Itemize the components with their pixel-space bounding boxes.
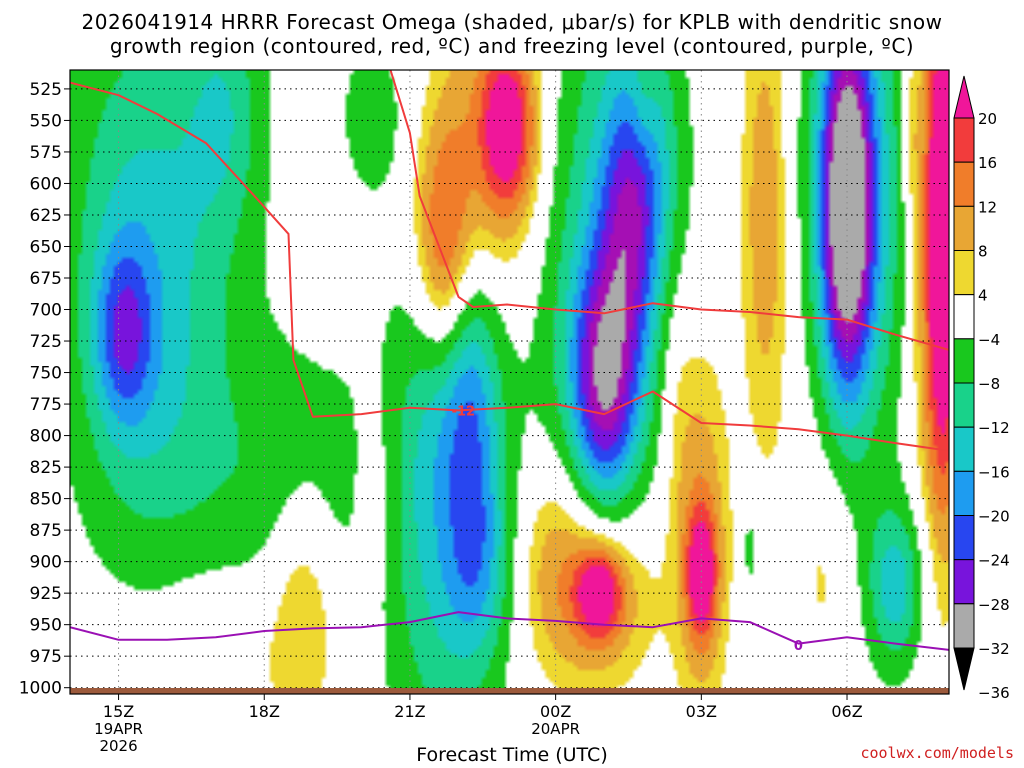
plot-frame <box>69 69 950 695</box>
colorbar-label: 4 <box>978 287 988 305</box>
colorbar-legend: 20 16 12 8 4 −4 −8 −12 −16 −20 −24 −28 −32 −36 <box>953 75 1010 702</box>
x-tick-label-00Z: 00Z <box>540 702 571 721</box>
y-tick-label-800: 800 <box>30 427 62 447</box>
colorbar-segment-lowest <box>953 603 975 649</box>
colorbar-segment <box>953 338 975 384</box>
colorbar-segment <box>953 250 975 296</box>
omega-shaded-field <box>70 70 949 694</box>
x-tick-label-21Z: 21Z <box>394 702 425 721</box>
x-axis-title: Forecast Time (UTC) <box>416 744 608 766</box>
y-tick-label-625: 625 <box>30 206 62 226</box>
y-tick-label-575: 575 <box>30 143 62 163</box>
dgz-minus12-contour <box>70 81 949 452</box>
colorbar-segment <box>953 294 975 340</box>
chart-title-line-2: growth region (contoured, red, ºC) and f… <box>109 34 915 58</box>
x-tick-label-03Z: 03Z <box>686 702 717 721</box>
x-tick-label-06Z: 06Z <box>831 702 862 721</box>
y-tick-label-650: 650 <box>30 237 62 257</box>
colorbar-label: 16 <box>978 154 997 172</box>
colorbar-label: 12 <box>978 198 997 216</box>
y-tick-label-725: 725 <box>30 332 62 352</box>
y-tick-label-950: 950 <box>30 616 62 636</box>
y-tick-label-525: 525 <box>30 80 62 100</box>
y-axis: 525 550 575 600 625 650 675 700 725 750 775 800 825 8… <box>19 80 70 699</box>
colorbar-label: −20 <box>978 508 1010 526</box>
y-tick-label-750: 750 <box>30 364 62 384</box>
colorbar-label: −8 <box>978 375 1000 393</box>
y-tick-label-975: 975 <box>30 647 62 667</box>
colorbar-label: −12 <box>978 419 1010 437</box>
x-tick-label-18Z: 18Z <box>249 702 280 721</box>
colorbar-segment <box>953 382 975 428</box>
y-tick-label-850: 850 <box>30 490 62 510</box>
colorbar-label: −32 <box>978 640 1010 658</box>
colorbar-label: −36 <box>978 684 1010 702</box>
colorbar-label: 20 <box>978 110 997 128</box>
y-tick-label-700: 700 <box>30 301 62 321</box>
y-tick-label-925: 925 <box>30 584 62 604</box>
freezing-contour-label: 0 <box>794 639 803 654</box>
y-tick-label-775: 775 <box>30 395 62 415</box>
colorbar-segment <box>953 470 975 517</box>
colorbar-top-arrow <box>953 75 975 119</box>
y-tick-label-875: 875 <box>30 521 62 541</box>
colorbar-label: −16 <box>978 463 1010 481</box>
dgz-contour-label: -12 <box>452 404 476 419</box>
x-date-label: 20APR <box>531 720 580 738</box>
grid-lines <box>70 70 949 694</box>
y-tick-label-550: 550 <box>30 111 62 131</box>
x-date-label: 19APR <box>94 720 143 738</box>
colorbar-label: −28 <box>978 596 1010 614</box>
x-tick-label-15Z: 15Z <box>103 702 134 721</box>
y-tick-label-900: 900 <box>30 553 62 573</box>
colorbar-segment <box>953 426 975 472</box>
colorbar-segment <box>953 117 975 163</box>
y-tick-label-1000: 1000 <box>19 679 62 699</box>
y-tick-label-675: 675 <box>30 269 62 289</box>
colorbar-segment <box>953 515 975 561</box>
terrain-ground-strip <box>70 688 949 694</box>
dgz-upper-contour <box>389 70 949 351</box>
colorbar-segment <box>953 559 975 605</box>
credit-text[interactable]: coolwx.com/models <box>860 744 1014 762</box>
freezing-level-contour <box>70 611 949 651</box>
chart-title-line-1: 2026041914 HRRR Forecast Omega (shaded, … <box>81 10 943 34</box>
colorbar-bottom-arrow <box>953 647 975 691</box>
y-tick-label-825: 825 <box>30 458 62 478</box>
colorbar-label: −24 <box>978 552 1010 570</box>
y-tick-label-600: 600 <box>30 174 62 194</box>
colorbar-label: 8 <box>978 243 988 261</box>
colorbar-segment <box>953 205 975 251</box>
contours-group: -12 0 <box>70 70 949 654</box>
x-year-label: 2026 <box>99 737 137 755</box>
colorbar-segment <box>953 161 975 207</box>
colorbar-label: −4 <box>978 331 1000 349</box>
